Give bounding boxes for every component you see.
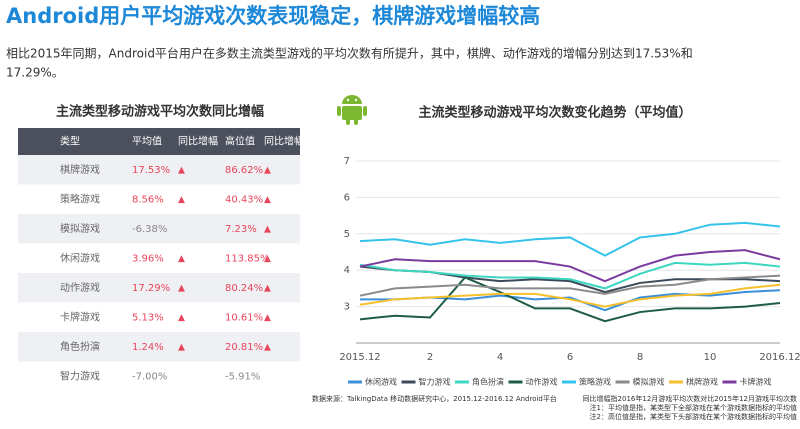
chart: 3 4 5 6 7 2015.12 2 4 6 8 10 2016.12 休闲游戏 智力游戏 角色扮演 动作游… [339, 156, 800, 387]
value-cell: 20.81% [225, 342, 263, 353]
y-tick-label: 3 [344, 302, 350, 313]
series-line [359, 274, 781, 297]
page-title: Android用户平均游戏次数表现稳定，棋牌游戏增幅较高 [6, 4, 540, 28]
trend-icon: ▲ [264, 342, 271, 352]
series-line [359, 283, 781, 308]
android-icon [337, 95, 367, 125]
type-cell: 卡牌游戏 [60, 310, 100, 323]
value-cell: -6.38% [132, 224, 167, 235]
table-row-bg [18, 302, 300, 332]
value-cell: 80.24% [225, 283, 263, 294]
trend-icon: ▲ [264, 254, 271, 264]
series-line [359, 249, 781, 283]
trend-icon: ▲ [178, 195, 185, 205]
trend-icon: ▲ [264, 165, 271, 175]
series-line [359, 261, 781, 290]
subtitle: 17.29%。 [6, 66, 64, 80]
type-cell: 模拟游戏 [60, 222, 100, 235]
type-cell: 动作游戏 [60, 281, 100, 294]
table-header-bg [18, 128, 300, 155]
type-cell: 休闲游戏 [60, 251, 100, 264]
note: 注2：高位值是指，某类型下头部游戏在某个游戏数据指标的平均值 [590, 412, 797, 421]
subtitle: 相比2015年同期，Android平台用户在多数主流类型游戏的平均次数有所提升，… [6, 46, 693, 61]
table-row-bg [18, 184, 300, 214]
legend-label: 智力游戏 [419, 377, 451, 387]
trend-icon: ▲ [264, 195, 271, 205]
legend-label: 角色扮演 [472, 377, 504, 387]
table-title: 主流类型移动游戏平均次数同比增幅 [56, 104, 264, 120]
value-cell: 17.53% [132, 165, 170, 176]
column-header: 同比增幅 [178, 135, 218, 148]
column-header: 同比增幅 [264, 135, 304, 148]
table-row-bg [18, 243, 300, 273]
source: 数据来源：TalkingData 移动数据研究中心，2015.12-2016.1… [312, 394, 557, 403]
value-cell: 5.13% [132, 312, 164, 323]
y-tick-label: 6 [344, 192, 350, 203]
x-tick-label: 6 [567, 352, 573, 363]
y-tick-label: 5 [344, 229, 350, 240]
series-line [359, 276, 781, 323]
legend-label: 卡牌游戏 [740, 377, 772, 387]
value-cell: 3.96% [132, 253, 164, 264]
legend-label: 动作游戏 [526, 377, 558, 387]
type-cell: 策略游戏 [60, 192, 100, 205]
column-header: 高位值 [225, 135, 255, 148]
trend-icon: ▲ [178, 254, 185, 264]
legend-label: 策略游戏 [579, 377, 611, 387]
table-row-bg [18, 332, 300, 362]
value-cell: 86.62% [225, 165, 263, 176]
chart-title: 主流类型移动游戏平均次数变化趋势（平均值） [418, 105, 691, 121]
trend-icon: ▲ [178, 283, 185, 293]
value-cell: 10.61% [225, 312, 263, 323]
type-cell: 棋牌游戏 [60, 163, 100, 176]
x-tick-label: 10 [704, 352, 717, 363]
value-cell: 8.56% [132, 194, 164, 205]
trend-icon: ▲ [178, 342, 185, 352]
value-cell: 1.24% [132, 342, 164, 353]
table-row-bg [18, 273, 300, 303]
y-tick-label: 7 [344, 156, 350, 167]
type-cell: 智力游戏 [60, 369, 100, 382]
x-tick-label: 2016.12 [759, 352, 800, 363]
type-cell: 角色扮演 [60, 340, 100, 353]
value-cell: 113.85% [225, 253, 270, 264]
column-header: 平均值 [132, 135, 162, 148]
x-tick-label: 2 [427, 352, 433, 363]
y-tick-label: 4 [344, 265, 350, 276]
x-tick-label: 4 [497, 352, 503, 363]
trend-icon: ▲ [264, 313, 271, 323]
legend-label: 棋牌游戏 [686, 377, 718, 387]
value-cell: 7.23% [225, 224, 257, 235]
table-row-bg [18, 214, 300, 244]
note: 注1：平均值是指，某类型下全部游戏在某个游戏数据指标的平均值 [590, 403, 797, 412]
note: 同比增幅指2016年12月游戏平均次数对比2015年12月游戏平均次数 [583, 394, 797, 403]
trend-icon: ▲ [264, 283, 271, 293]
series-line [359, 221, 781, 257]
table-row-bg [18, 361, 300, 391]
column-header: 类型 [60, 135, 80, 148]
legend-label: 休闲游戏 [365, 377, 397, 387]
value-cell: -7.00% [132, 371, 167, 382]
legend-label: 模拟游戏 [633, 377, 665, 387]
value-cell: 40.43% [225, 194, 263, 205]
x-tick-label: 2015.12 [339, 352, 380, 363]
trend-icon: ▲ [264, 224, 271, 234]
x-tick-label: 8 [637, 352, 643, 363]
trend-icon: ▲ [178, 313, 185, 323]
trend-icon: ▲ [178, 165, 185, 175]
table-row-bg [18, 155, 300, 185]
value-cell: -5.91% [225, 371, 260, 382]
value-cell: 17.29% [132, 283, 170, 294]
